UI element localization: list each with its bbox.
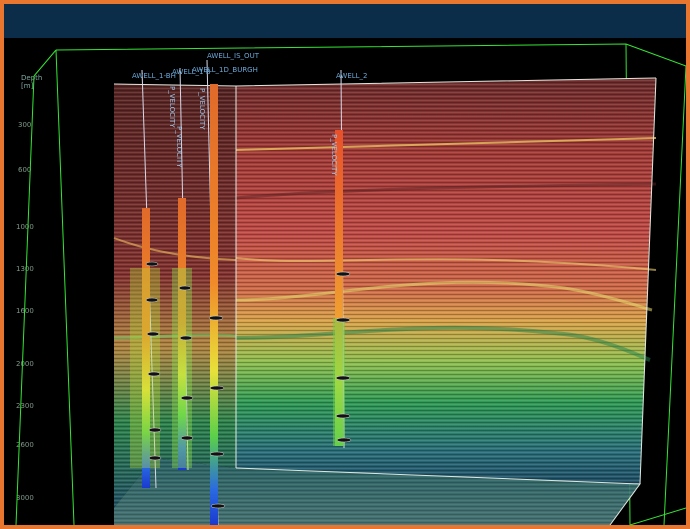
depth-tick: 1000 <box>16 223 34 231</box>
depth-tick: 3000 <box>16 494 34 502</box>
log-label: P_VELOCITY <box>330 134 338 176</box>
title-bar <box>4 4 686 38</box>
depth-axis-label: Depth <box>21 74 43 82</box>
3d-viewport[interactable]: Depth [m] 300 600 1000 1300 1600 2000 23… <box>4 38 686 525</box>
log-label: P_VELOCITY <box>168 86 176 128</box>
well-markers <box>145 261 352 509</box>
depth-tick: 300 <box>18 121 32 129</box>
depth-tick: 2300 <box>16 402 34 410</box>
horizons <box>113 137 657 362</box>
depth-tick: 1300 <box>16 265 34 273</box>
well-label: AWELL_2 <box>336 72 368 80</box>
log-label: P_VELOCITY <box>175 126 183 168</box>
well-label: AWELL_IS_OUT <box>207 52 260 60</box>
well-label: AWELL_1-BH <box>132 72 176 80</box>
log-label: P_VELOCITY <box>198 88 206 130</box>
depth-tick: 600 <box>18 166 32 174</box>
well-labels: AWELL_1-BH AWELL_1-B AWELL_1D_BURGH AWEL… <box>132 52 368 80</box>
bounding-box-front <box>629 507 686 525</box>
depth-axis-title: Depth [m] <box>21 74 42 90</box>
log-labels: P_VELOCITY P_VELOCITY P_VELOCITY P_VELOC… <box>168 86 338 176</box>
depth-tick: 2600 <box>16 441 34 449</box>
depth-tick: 2000 <box>16 360 34 368</box>
well-label: AWELL_1D_BURGH <box>192 66 258 74</box>
viewer-frame: Depth [m] 300 600 1000 1300 1600 2000 23… <box>4 4 686 525</box>
seismic-scene[interactable]: AWELL_1-BH AWELL_1-B AWELL_1D_BURGH AWEL… <box>4 38 686 525</box>
well-label: AWELL_1-B <box>172 68 211 76</box>
depth-axis-unit: [m] <box>21 82 34 90</box>
